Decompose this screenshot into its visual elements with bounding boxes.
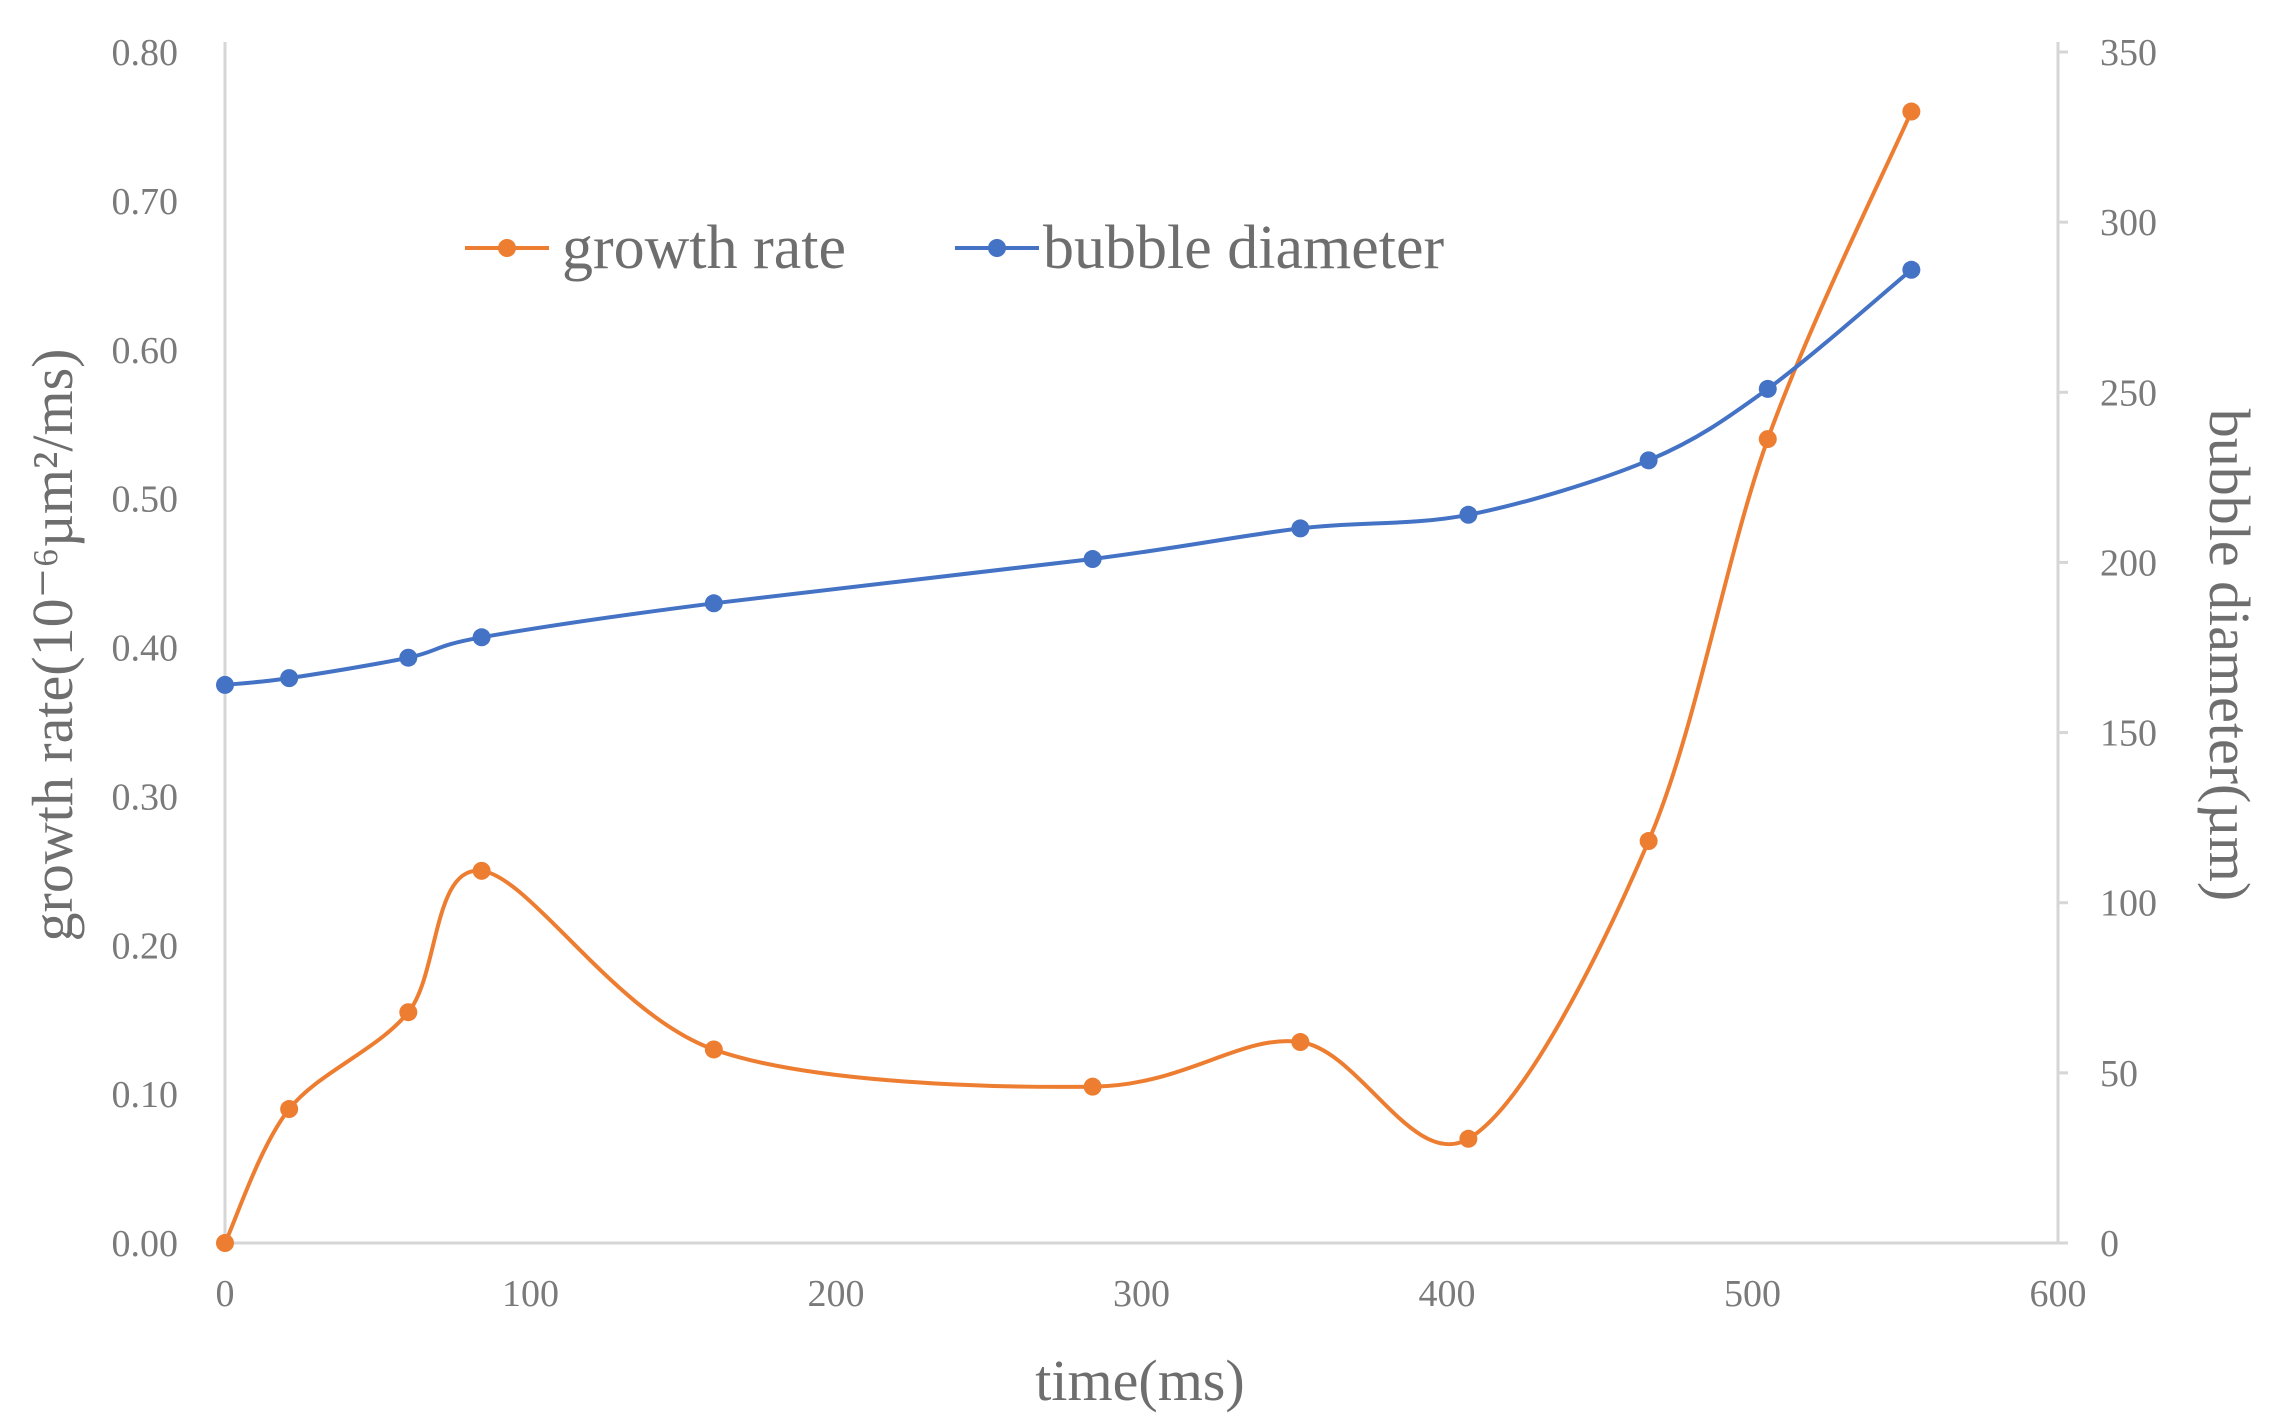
axes bbox=[223, 42, 2068, 1245]
legend-label: growth rate bbox=[562, 214, 846, 282]
series-layer bbox=[216, 102, 1921, 1252]
left-y-tick-label: 0.00 bbox=[112, 1223, 179, 1265]
growth-rate-point bbox=[1083, 1077, 1102, 1096]
bubble-diameter-point bbox=[472, 628, 491, 647]
x-tick-label: 600 bbox=[2030, 1273, 2087, 1315]
right-y-tick-label: 0 bbox=[2100, 1223, 2119, 1265]
legend-item-bubble-diameter: bubble diameter bbox=[955, 214, 1444, 282]
right-y-tick-label: 250 bbox=[2100, 372, 2157, 414]
left-y-axis-title: growth rate(10⁻⁶µm²/ms) bbox=[20, 349, 85, 942]
bubble-diameter-point bbox=[280, 669, 299, 688]
bubble-diameter-point bbox=[704, 594, 723, 613]
series-bubble-diameter bbox=[216, 260, 1921, 694]
left-y-tick-label: 0.80 bbox=[112, 32, 179, 74]
x-tick-label: 400 bbox=[1419, 1273, 1476, 1315]
right-y-tick-label: 350 bbox=[2100, 32, 2157, 74]
bubble-diameter-point bbox=[216, 675, 234, 694]
bubble-diameter-point bbox=[1639, 451, 1658, 470]
growth-rate-point bbox=[1639, 832, 1658, 851]
growth-rate-point bbox=[1758, 430, 1777, 449]
x-tick-label: 300 bbox=[1113, 1273, 1170, 1315]
bubble-diameter-point bbox=[1459, 505, 1478, 524]
legend-label: bubble diameter bbox=[1043, 214, 1444, 282]
legend-marker bbox=[498, 239, 516, 257]
bubble-diameter-point bbox=[1291, 519, 1310, 538]
right-y-axis-title: bubble diameter(µm) bbox=[2197, 409, 2262, 901]
x-axis-title: time(ms) bbox=[1035, 1348, 1244, 1413]
right-y-tick-label: 150 bbox=[2100, 713, 2157, 755]
bubble-diameter-point bbox=[1902, 260, 1921, 279]
left-y-tick-label: 0.20 bbox=[112, 925, 179, 967]
right-y-tick-label: 300 bbox=[2100, 202, 2157, 244]
x-tick-label: 0 bbox=[216, 1273, 235, 1315]
growth-rate-point bbox=[1902, 102, 1921, 121]
right-y-tick-label: 200 bbox=[2100, 542, 2157, 584]
legend-item-growth-rate: growth rate bbox=[465, 214, 846, 282]
left-y-tick-label: 0.40 bbox=[112, 628, 179, 670]
bubble-diameter-point bbox=[399, 648, 418, 667]
x-tick-label: 500 bbox=[1724, 1273, 1781, 1315]
growth-rate-point bbox=[399, 1003, 418, 1022]
legend: growth rate bubble diameter bbox=[465, 214, 1444, 282]
growth-rate-point bbox=[1459, 1129, 1478, 1148]
left-y-tick-label: 0.10 bbox=[112, 1074, 179, 1116]
x-tick-label: 100 bbox=[502, 1273, 559, 1315]
x-tick-label: 200 bbox=[808, 1273, 865, 1315]
growth-rate-point bbox=[1291, 1033, 1310, 1052]
left-y-tick-label: 0.50 bbox=[112, 479, 179, 521]
left-y-tick-label: 0.70 bbox=[112, 181, 179, 223]
growth-rate-point bbox=[704, 1040, 723, 1059]
tick-labels: 0.00 0.10 0.20 0.30 0.40 0.50 0.60 0.70 0.80 0 50 1… bbox=[112, 32, 2158, 1315]
legend-marker bbox=[988, 239, 1006, 257]
bubble-diameter-line bbox=[224, 268, 1913, 687]
right-y-tick-label: 100 bbox=[2100, 883, 2157, 925]
growth-rate-point bbox=[472, 861, 491, 880]
right-y-tick-label: 50 bbox=[2100, 1053, 2138, 1095]
bubble-diameter-point bbox=[1758, 379, 1777, 398]
series-growth-rate bbox=[216, 102, 1921, 1252]
growth-rate-point bbox=[280, 1100, 299, 1119]
left-y-tick-label: 0.60 bbox=[112, 330, 179, 372]
bubble-diameter-point bbox=[1083, 550, 1102, 569]
left-y-tick-label: 0.30 bbox=[112, 776, 179, 818]
growth-rate-point bbox=[216, 1234, 234, 1252]
